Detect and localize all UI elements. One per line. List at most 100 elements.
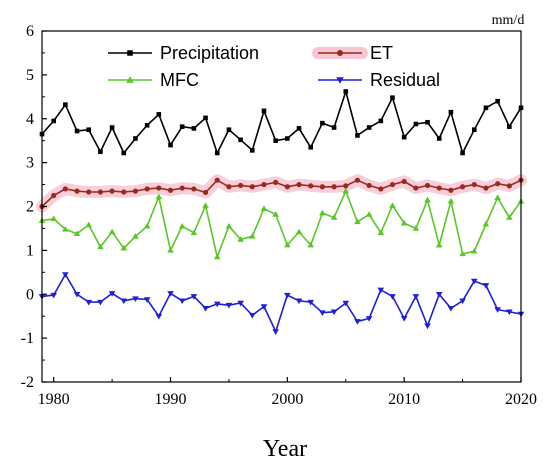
mfc-point — [494, 194, 501, 201]
y-tick-label: 2 — [26, 199, 34, 216]
series-markers — [38, 89, 525, 335]
residual-point — [295, 298, 303, 305]
et-point — [448, 187, 454, 193]
legend-marker — [127, 50, 133, 56]
precipitation-point — [168, 142, 173, 148]
mfc-point — [330, 214, 338, 220]
et-point — [191, 186, 197, 192]
x-tick-label: 2020 — [505, 391, 537, 408]
mfc-point — [447, 197, 455, 204]
et-point — [471, 181, 477, 188]
y-tick-label: 5 — [26, 67, 34, 84]
precipitation-point — [320, 120, 325, 126]
precipitation-point — [156, 112, 162, 117]
residual-point — [132, 296, 139, 302]
mfc-point — [225, 222, 233, 229]
x-axis-title: Year — [263, 436, 307, 462]
mfc-point — [342, 187, 350, 194]
mfc-point — [237, 236, 244, 242]
precipitation-point — [296, 126, 302, 131]
precipitation-point — [378, 118, 384, 124]
legend: Precipitation ET MFC Residual — [108, 43, 440, 90]
mfc-point — [319, 209, 326, 216]
et-point — [109, 188, 115, 194]
mfc-point — [85, 221, 93, 228]
precipitation-point — [355, 133, 360, 138]
et-point — [238, 182, 244, 189]
mfc-point — [389, 202, 396, 208]
mfc-point — [50, 215, 57, 222]
precipitation-point — [179, 124, 185, 129]
mfc-point — [482, 220, 490, 227]
et-point — [319, 184, 325, 190]
mfc-point — [108, 228, 116, 235]
et-point — [97, 189, 104, 195]
precipitation-point — [133, 136, 138, 141]
x-tick-label: 2000 — [271, 391, 303, 408]
y-tick-label: 0 — [26, 286, 34, 303]
legend-marker — [337, 50, 343, 56]
y-tick-label: 6 — [26, 23, 34, 40]
precipitation-point — [460, 150, 465, 156]
y-tick-label: 3 — [26, 155, 34, 172]
et-point — [132, 188, 139, 194]
legend-marker — [336, 77, 344, 84]
residual-point — [167, 291, 174, 297]
et-point — [261, 181, 267, 188]
mfc-point — [307, 241, 315, 248]
residual-point — [213, 301, 221, 308]
precipitation-point — [214, 150, 220, 156]
mfc-point — [97, 243, 104, 250]
residual-point — [237, 300, 244, 307]
residual-line — [41, 272, 522, 334]
precipitation-point — [249, 148, 255, 153]
mfc-point — [178, 222, 186, 229]
precipitation-point — [144, 123, 150, 128]
precipitation-point — [413, 121, 419, 127]
residual-point — [225, 302, 233, 309]
residual-point — [120, 298, 128, 305]
residual-point — [307, 299, 315, 306]
et-point — [366, 182, 372, 189]
residual-point — [424, 323, 431, 330]
precipitation-point — [51, 118, 56, 124]
residual-point — [143, 297, 151, 303]
mfc-point — [73, 230, 81, 237]
residual-point — [389, 294, 396, 300]
mfc-point — [120, 244, 128, 251]
precipitation-point — [366, 125, 372, 130]
precipitation-point — [401, 134, 407, 140]
x-tick-label: 1990 — [155, 391, 187, 408]
mfc-point — [400, 219, 408, 226]
et-point — [167, 187, 174, 193]
et-point — [226, 184, 232, 190]
mfc-point — [143, 222, 151, 229]
mfc-point — [167, 247, 174, 253]
residual-point — [377, 287, 385, 294]
residual-point — [108, 291, 116, 297]
residual-point — [50, 292, 57, 299]
et-point — [413, 185, 419, 191]
residual-point — [73, 291, 81, 298]
et-point — [121, 189, 127, 195]
precipitation-point — [507, 124, 512, 129]
residual-point — [62, 272, 69, 278]
et-point — [273, 179, 279, 185]
precipitation-point — [448, 109, 454, 115]
residual-point — [190, 294, 198, 300]
precipitation-point — [273, 138, 278, 143]
precipitation-point — [86, 127, 92, 133]
y-tick-label: -1 — [21, 330, 34, 347]
residual-point — [482, 283, 490, 289]
y-tick-label: -2 — [21, 374, 34, 391]
et-point — [284, 184, 290, 190]
legend-label: MFC — [160, 70, 199, 90]
et-point — [483, 185, 489, 191]
precipitation-point — [203, 115, 208, 121]
residual-point — [97, 299, 104, 306]
et-point — [401, 178, 407, 185]
mfc-point — [213, 253, 221, 260]
mfc-point — [412, 225, 420, 231]
et-point — [249, 184, 255, 190]
